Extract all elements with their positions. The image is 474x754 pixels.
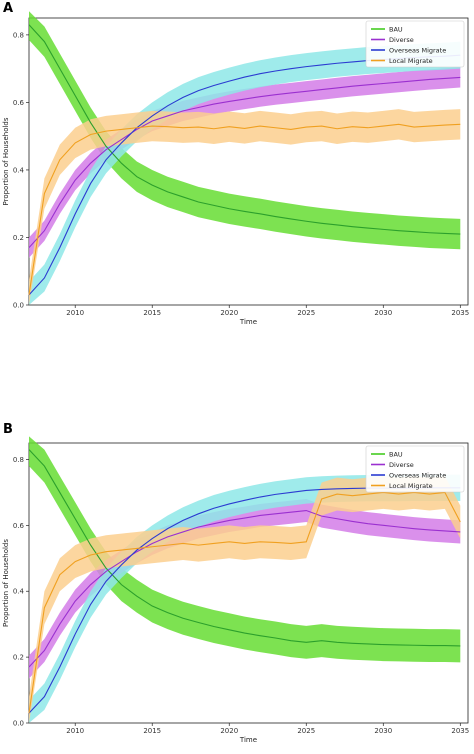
legend-entry: BAU [389,25,403,33]
series-line-diverse [28,76,461,248]
legend-box [365,445,465,493]
y-tick-label: 0.2 [13,234,24,242]
x-tick-label: 2015 [143,727,161,735]
legend-entry: Local Migrate [389,482,433,490]
legend-entry: Overseas Migrate [389,46,446,54]
legend-entry: Diverse [389,36,414,44]
y-axis-label: Proportion of Households [2,539,10,627]
y-tick-label: 0.6 [13,522,25,530]
y-tick-label: 0.8 [13,456,24,464]
x-tick-label: 2030 [374,727,392,735]
x-tick-label: 2010 [66,309,84,317]
confidence-band-bau [29,11,461,250]
legend-entry: Diverse [389,461,414,469]
panel-b-label: B [3,422,13,437]
y-tick-label: 0.0 [13,720,24,728]
panel-b: B 2010 2015 2020 2025 2030 2035 0.0 0.2 0.4 0.6 0.… [2,422,469,744]
series-line-local-migrate [28,491,461,714]
x-tick-label: 2015 [143,309,161,317]
x-tick-label: 2020 [220,727,238,735]
x-tick-label: 2020 [220,309,238,317]
y-tick-label: 0.0 [13,302,24,310]
y-tick-label: 0.4 [13,166,25,174]
y-tick-label: 0.2 [13,654,24,662]
x-tick-label: 2010 [66,727,84,735]
x-tick-label: 2035 [451,309,469,317]
legend-entry: Local Migrate [389,57,433,65]
x-axis-label: Time [239,318,257,326]
confidence-band-local-migrate [29,475,461,723]
panel-a-label: A [3,1,13,16]
y-tick-label: 0.4 [13,588,25,596]
confidence-band-bau [29,436,461,663]
x-tick-label: 2025 [297,727,315,735]
x-tick-label: 2025 [297,309,315,317]
panel-a: A 2010 2015 2020 2025 2030 2035 0.0 0.2 0.4 0.6 0.… [2,1,469,326]
x-tick-label: 2035 [451,727,469,735]
series-line-bau [28,449,461,647]
legend: BAU Diverse Overseas Migrate Local Migrate [365,20,465,68]
confidence-band-overseas-migrate [29,41,461,306]
series-line-diverse [28,509,461,668]
series-line-bau [28,24,461,235]
legend-entry: Overseas Migrate [389,471,446,479]
legend: BAU Diverse Overseas Migrate Local Migrate [365,445,465,493]
confidence-band-local-migrate [29,109,461,305]
legend-entry: BAU [389,450,403,458]
confidence-band-diverse [29,67,461,258]
legend-box [365,20,465,68]
y-tick-label: 0.8 [13,31,24,39]
y-tick-label: 0.6 [13,99,25,107]
series-line-local-migrate [28,123,461,295]
y-axis-label: Proportion of Households [2,117,10,205]
x-tick-label: 2030 [374,309,392,317]
x-axis-label: Time [239,736,257,744]
